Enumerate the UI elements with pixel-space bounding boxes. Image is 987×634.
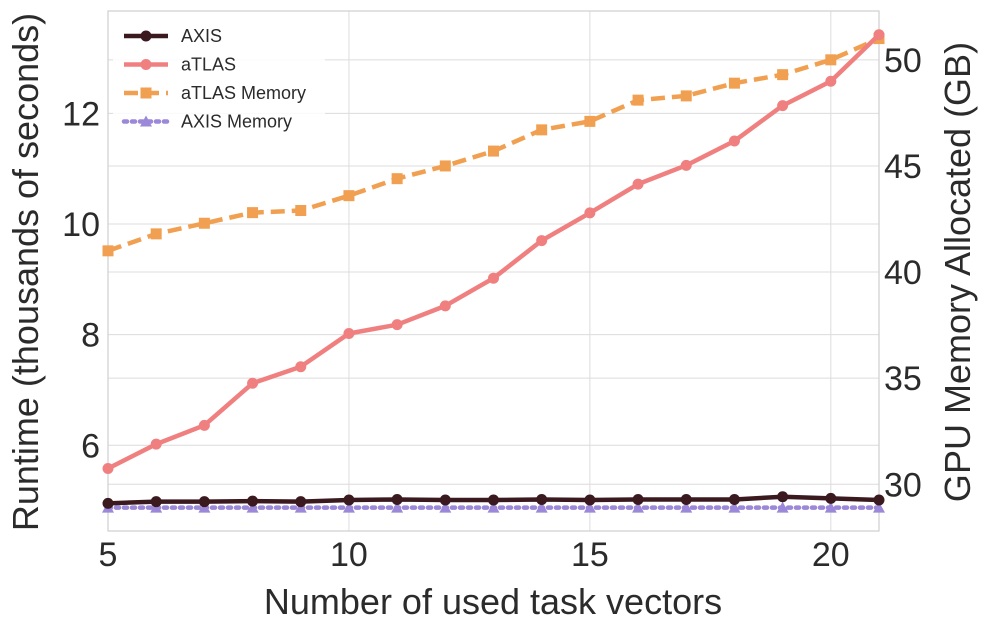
series-layer: [102, 29, 885, 513]
data-point-atlas: [295, 361, 307, 373]
data-point-axis: [825, 492, 837, 504]
data-point-atlas-memory: [632, 94, 644, 106]
data-point-axis: [873, 494, 885, 506]
y-tick-label: 12: [62, 95, 100, 133]
y-axis-label: Runtime (thousands of seconds): [5, 13, 46, 531]
y-tick-label: 6: [81, 427, 100, 465]
y-tick-label: 8: [81, 317, 100, 355]
data-point-atlas-memory: [247, 207, 259, 219]
data-point-axis-memory: [487, 501, 500, 513]
data-point-axis: [632, 493, 644, 505]
data-point-axis: [680, 493, 692, 505]
data-point-axis-memory: [728, 501, 741, 513]
data-point-atlas-memory: [439, 160, 451, 172]
data-point-atlas-memory: [825, 54, 837, 66]
tick-labels: 5 10 15 20 6 8 10 12 30 35 40 45 50: [62, 42, 922, 574]
data-point-atlas-memory: [150, 228, 162, 240]
data-point-atlas-memory: [391, 173, 403, 185]
data-point-atlas: [439, 300, 451, 312]
data-point-axis: [247, 495, 259, 507]
x-axis-label: Number of used task vectors: [264, 581, 722, 622]
data-point-atlas-memory: [728, 77, 740, 89]
y2-tick-label: 40: [884, 254, 922, 292]
data-point-atlas-memory: [198, 217, 210, 229]
data-point-atlas: [728, 135, 740, 147]
legend-label-atlas-memory: aTLAS Memory: [181, 83, 306, 103]
data-point-atlas-memory: [536, 124, 548, 136]
data-point-atlas-memory: [680, 90, 692, 102]
data-point-atlas: [198, 419, 210, 431]
data-point-atlas-memory: [295, 205, 307, 217]
y2-tick-label: 50: [884, 42, 922, 80]
data-point-atlas-memory: [343, 190, 355, 202]
legend-label-axis: AXIS: [181, 26, 222, 46]
y2-tick-label: 45: [884, 148, 922, 186]
data-point-axis-memory: [391, 501, 404, 513]
data-point-axis-memory: [535, 501, 548, 513]
data-point-atlas: [102, 462, 114, 474]
data-point-atlas-memory: [102, 245, 114, 257]
x-tick-label: 15: [571, 536, 609, 574]
data-point-axis: [295, 496, 307, 508]
data-point-axis-memory: [439, 501, 452, 513]
data-point-axis-memory: [632, 501, 645, 513]
data-point-atlas: [488, 272, 499, 284]
data-point-atlas: [343, 328, 355, 340]
x-tick-label: 5: [99, 536, 118, 574]
legend-label-axis-memory: AXIS Memory: [181, 112, 292, 132]
data-point-atlas: [391, 319, 403, 331]
plot-frame: [107, 10, 880, 532]
legend: AXIS aTLAS aTLAS Memory AXIS Memory: [113, 16, 325, 138]
y-tick-label: 10: [62, 206, 100, 244]
data-point-axis: [488, 494, 499, 506]
data-point-atlas: [680, 159, 692, 171]
legend-entry-axis-memory: AXIS Memory: [121, 112, 292, 132]
legend-entry-atlas: aTLAS: [124, 55, 236, 75]
data-point-atlas: [247, 377, 259, 389]
data-point-axis-memory: [680, 501, 693, 513]
data-point-axis: [439, 494, 451, 506]
data-point-axis: [391, 493, 403, 505]
data-point-atlas: [825, 75, 837, 87]
legend-marker-axis: [140, 30, 152, 42]
data-point-axis: [343, 494, 355, 506]
data-point-atlas: [873, 29, 885, 41]
y2-tick-label: 35: [884, 360, 922, 398]
data-point-axis: [728, 493, 740, 505]
data-point-atlas: [536, 235, 548, 247]
y2-tick-label: 30: [884, 466, 922, 504]
data-point-atlas-memory: [777, 69, 789, 81]
legend-marker-atlas: [140, 59, 152, 70]
data-point-atlas: [584, 207, 596, 219]
y2-axis-label: GPU Memory Allocated (GB): [937, 42, 978, 502]
legend-entry-axis: AXIS: [124, 26, 222, 46]
x-tick-label: 20: [812, 536, 850, 574]
legend-marker-axis-memory: [140, 115, 152, 127]
series-atlas: [102, 29, 885, 474]
data-point-atlas: [777, 100, 789, 112]
data-point-axis: [102, 497, 114, 509]
data-point-axis: [198, 496, 210, 508]
x-tick-label: 10: [330, 536, 368, 574]
data-point-axis-memory: [873, 501, 885, 513]
data-point-atlas-memory: [584, 115, 596, 127]
data-point-axis-memory: [824, 501, 837, 513]
legend-label-atlas: aTLAS: [181, 55, 236, 75]
data-point-atlas-memory: [488, 145, 499, 157]
series-axis: [102, 491, 885, 509]
data-point-axis: [777, 491, 789, 503]
data-point-axis-memory: [342, 501, 355, 513]
data-point-axis: [150, 496, 162, 508]
data-point-atlas: [150, 438, 162, 450]
data-point-axis: [536, 493, 548, 505]
data-point-axis-memory: [246, 501, 259, 513]
data-point-atlas: [632, 178, 644, 190]
data-point-axis-memory: [583, 501, 596, 513]
data-point-axis-memory: [776, 501, 789, 513]
legend-entry-atlas-memory: aTLAS Memory: [124, 83, 306, 103]
legend-marker-atlas-memory: [140, 87, 152, 99]
series-atlas-memory: [102, 33, 885, 257]
data-point-axis: [584, 494, 596, 506]
